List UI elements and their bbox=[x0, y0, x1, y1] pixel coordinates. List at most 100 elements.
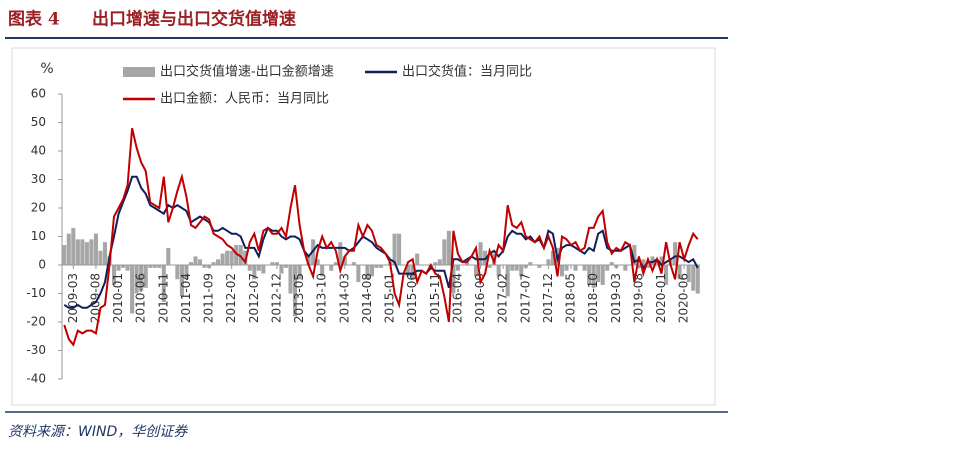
bar bbox=[130, 265, 135, 314]
bar bbox=[261, 265, 266, 274]
bar bbox=[378, 265, 384, 268]
bar bbox=[342, 256, 347, 265]
bar bbox=[89, 239, 94, 265]
bar bbox=[84, 242, 89, 265]
legend-swatch bbox=[123, 67, 155, 77]
bar bbox=[279, 265, 284, 274]
x-tick-label: 2017-02 bbox=[496, 273, 510, 323]
bar bbox=[197, 259, 203, 265]
x-tick-label: 2010-01 bbox=[111, 273, 125, 323]
x-tick-label: 2016-04 bbox=[450, 273, 464, 323]
bar bbox=[71, 227, 76, 265]
x-tick-label: 2012-07 bbox=[247, 273, 261, 323]
bar bbox=[121, 265, 126, 268]
bar bbox=[487, 265, 492, 268]
bar bbox=[437, 259, 442, 265]
bar bbox=[62, 245, 67, 265]
x-tick-label: 2009-08 bbox=[88, 273, 102, 323]
bar bbox=[315, 259, 320, 265]
bar bbox=[591, 265, 596, 288]
bar bbox=[111, 265, 117, 285]
y-tick-label: 0 bbox=[38, 258, 46, 272]
legend-label: 出口金额：人民币：当月同比 bbox=[160, 91, 329, 107]
legend-label: 出口交货值增速-出口金额增速 bbox=[160, 64, 334, 80]
x-tick-label: 2018-10 bbox=[586, 273, 600, 323]
bar bbox=[659, 256, 664, 265]
bar bbox=[673, 242, 678, 265]
bar bbox=[587, 265, 592, 285]
bar bbox=[329, 265, 334, 271]
bar bbox=[564, 265, 569, 271]
bar bbox=[152, 265, 157, 268]
bar bbox=[528, 262, 533, 265]
x-tick-label: 2016-09 bbox=[473, 273, 487, 323]
bar bbox=[338, 242, 343, 265]
bar bbox=[415, 253, 420, 265]
bar bbox=[510, 265, 515, 271]
bar bbox=[505, 265, 510, 297]
bar bbox=[252, 265, 257, 280]
line-series bbox=[63, 175, 699, 309]
bar bbox=[573, 265, 578, 271]
bar bbox=[369, 265, 374, 277]
bar bbox=[193, 256, 198, 265]
bar bbox=[559, 265, 565, 277]
bar bbox=[596, 265, 601, 283]
bar bbox=[184, 265, 189, 280]
bar bbox=[356, 265, 361, 283]
bar bbox=[351, 262, 356, 265]
bar bbox=[677, 265, 682, 280]
x-tick-label: 2011-04 bbox=[179, 273, 193, 323]
x-tick-label: 2015-06 bbox=[405, 273, 419, 323]
x-tick-label: 2010-11 bbox=[156, 273, 170, 323]
bar bbox=[365, 265, 370, 280]
bar bbox=[175, 265, 180, 280]
bar bbox=[306, 256, 311, 265]
x-tick-label: 2018-05 bbox=[564, 273, 578, 323]
bar bbox=[256, 265, 261, 271]
x-tick-label: 2015-11 bbox=[428, 273, 442, 323]
bar bbox=[234, 245, 239, 265]
x-tick-label: 2015-01 bbox=[383, 273, 397, 323]
bar bbox=[320, 265, 325, 277]
bar bbox=[292, 265, 298, 317]
bar bbox=[582, 265, 587, 271]
bar bbox=[66, 233, 71, 265]
bar bbox=[139, 265, 144, 291]
y-tick-label: 10 bbox=[31, 229, 46, 243]
y-tick-label: -10 bbox=[26, 286, 46, 300]
x-tick-label: 2017-12 bbox=[541, 273, 555, 323]
bar bbox=[297, 265, 302, 280]
bar bbox=[274, 262, 279, 265]
bar bbox=[148, 265, 153, 268]
bar bbox=[537, 265, 542, 268]
x-tick-label: 2011-09 bbox=[202, 273, 216, 323]
bar bbox=[645, 265, 651, 268]
x-tick-label: 2014-08 bbox=[360, 273, 374, 323]
bar bbox=[442, 239, 447, 265]
bar bbox=[270, 262, 275, 265]
bar bbox=[632, 245, 637, 265]
y-tick-label: -20 bbox=[26, 315, 46, 329]
bar bbox=[406, 265, 411, 277]
bar bbox=[102, 242, 108, 265]
bar bbox=[641, 259, 646, 265]
bar bbox=[496, 265, 501, 277]
figure-label: 图表 4 bbox=[8, 9, 60, 30]
bar bbox=[288, 265, 293, 294]
bar bbox=[605, 265, 610, 271]
bar bbox=[514, 265, 519, 271]
x-tick-label: 2013-10 bbox=[315, 273, 329, 323]
bar bbox=[650, 256, 655, 265]
bar bbox=[686, 265, 691, 283]
legend-label: 出口交货值：当月同比 bbox=[402, 64, 532, 80]
bar bbox=[664, 265, 669, 285]
y-tick-label: -30 bbox=[26, 343, 46, 357]
bar bbox=[211, 262, 216, 265]
bar bbox=[600, 265, 605, 285]
bar bbox=[202, 265, 207, 268]
bar bbox=[550, 250, 555, 265]
x-tick-label: 2013-05 bbox=[292, 273, 306, 323]
bar bbox=[478, 242, 483, 265]
